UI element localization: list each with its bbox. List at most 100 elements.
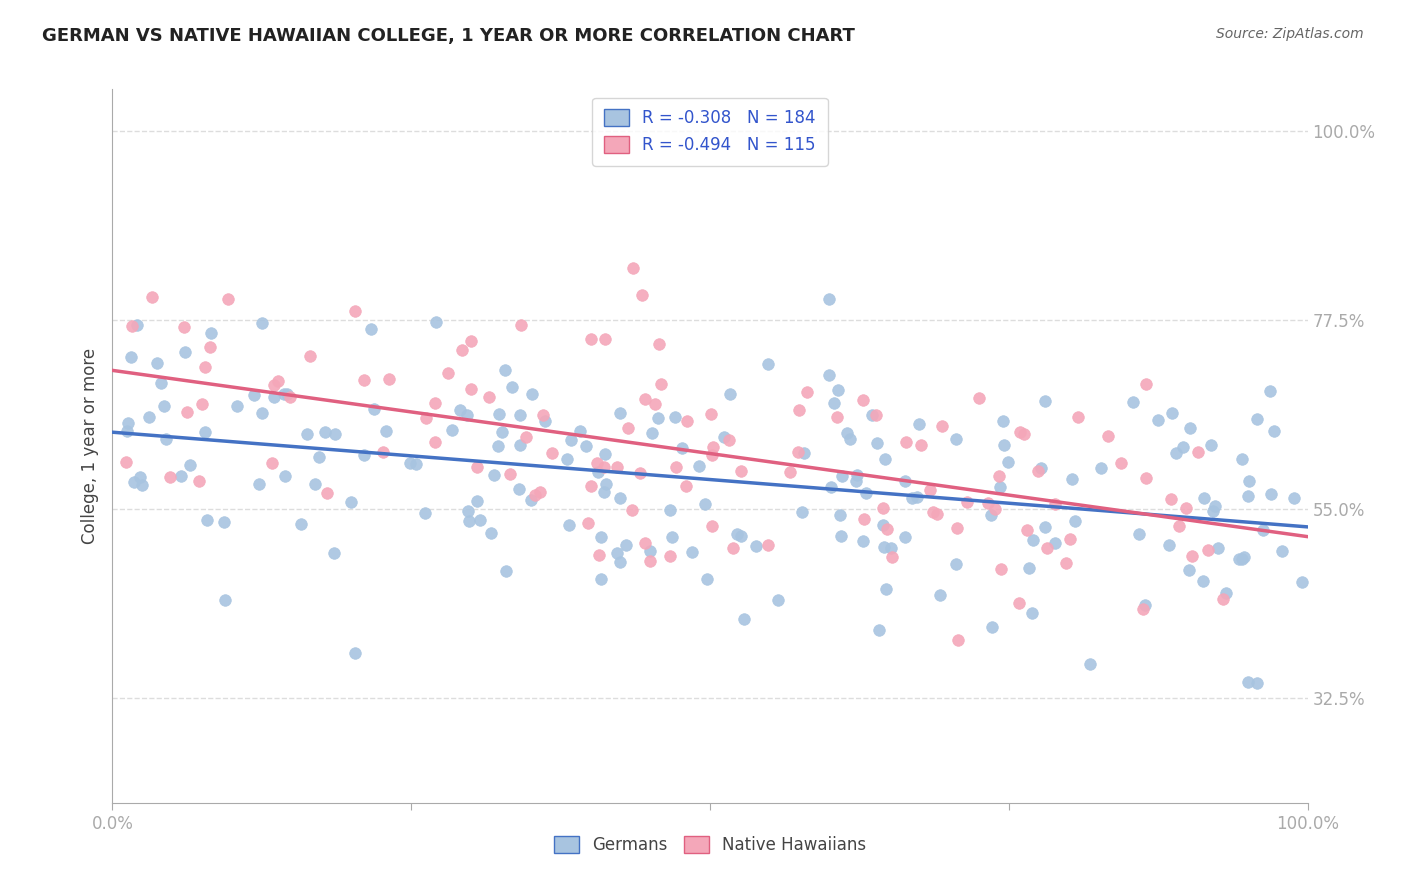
Point — [665, 459, 688, 474]
Point — [1230, 452, 1253, 467]
Point — [980, 620, 1002, 634]
Point — [478, 390, 501, 404]
Point — [593, 484, 616, 499]
Point — [1012, 426, 1035, 441]
Point — [1160, 405, 1182, 419]
Point — [524, 488, 547, 502]
Point — [1031, 461, 1053, 475]
Point — [423, 435, 446, 450]
Point — [405, 457, 427, 471]
Point — [991, 414, 1014, 428]
Point — [1017, 523, 1039, 537]
Point — [896, 435, 918, 450]
Point — [1021, 607, 1043, 621]
Point — [541, 446, 564, 460]
Point — [830, 508, 852, 522]
Point — [460, 334, 482, 348]
Point — [377, 372, 399, 386]
Point — [696, 572, 718, 586]
Point — [609, 491, 631, 505]
Point — [733, 612, 755, 626]
Point — [839, 432, 862, 446]
Point — [730, 464, 752, 478]
Point — [217, 292, 239, 306]
Point — [606, 546, 628, 560]
Point — [908, 417, 931, 431]
Point — [745, 539, 768, 553]
Point — [621, 503, 644, 517]
Point — [1022, 533, 1045, 547]
Point — [634, 392, 657, 406]
Point — [1178, 421, 1201, 435]
Point — [501, 380, 523, 394]
Point — [1168, 519, 1191, 533]
Point — [675, 479, 697, 493]
Point — [1147, 413, 1170, 427]
Point — [353, 448, 375, 462]
Point — [1246, 412, 1268, 426]
Point — [1181, 549, 1204, 563]
Point — [676, 414, 699, 428]
Point — [131, 478, 153, 492]
Point — [1135, 471, 1157, 485]
Point — [988, 480, 1011, 494]
Point — [830, 529, 852, 543]
Point — [647, 410, 669, 425]
Point — [1230, 551, 1253, 566]
Point — [725, 527, 748, 541]
Point — [790, 505, 813, 519]
Point — [441, 423, 464, 437]
Point — [835, 425, 858, 440]
Point — [855, 486, 877, 500]
Point — [437, 366, 460, 380]
Point — [1233, 549, 1256, 564]
Point — [579, 332, 602, 346]
Point — [555, 451, 578, 466]
Point — [718, 433, 741, 447]
Point — [956, 494, 979, 508]
Point — [451, 343, 474, 357]
Point — [946, 633, 969, 648]
Point — [173, 345, 195, 359]
Point — [1043, 497, 1066, 511]
Point — [967, 391, 990, 405]
Point — [659, 503, 682, 517]
Point — [1097, 429, 1119, 443]
Point — [120, 350, 142, 364]
Point — [766, 593, 789, 607]
Point — [928, 588, 950, 602]
Point — [117, 416, 139, 430]
Point — [273, 469, 295, 483]
Point — [243, 388, 266, 402]
Point — [316, 485, 339, 500]
Point — [1128, 527, 1150, 541]
Point — [212, 515, 235, 529]
Point — [1036, 541, 1059, 556]
Point — [900, 491, 922, 506]
Point — [458, 514, 481, 528]
Point — [155, 432, 177, 446]
Point — [588, 548, 610, 562]
Point — [460, 382, 482, 396]
Point — [260, 456, 283, 470]
Point — [247, 476, 270, 491]
Point — [945, 432, 967, 446]
Point — [984, 502, 1007, 516]
Point — [606, 459, 628, 474]
Point — [825, 410, 848, 425]
Point — [1008, 597, 1031, 611]
Text: Source: ZipAtlas.com: Source: ZipAtlas.com — [1216, 27, 1364, 41]
Point — [214, 592, 236, 607]
Point — [415, 410, 437, 425]
Point — [1236, 489, 1258, 503]
Point — [1201, 438, 1223, 452]
Point — [718, 387, 741, 401]
Point — [195, 514, 218, 528]
Point — [579, 478, 602, 492]
Point — [1212, 592, 1234, 607]
Point — [423, 396, 446, 410]
Point — [1206, 541, 1229, 555]
Point — [1054, 556, 1077, 570]
Point — [465, 493, 488, 508]
Point — [609, 555, 631, 569]
